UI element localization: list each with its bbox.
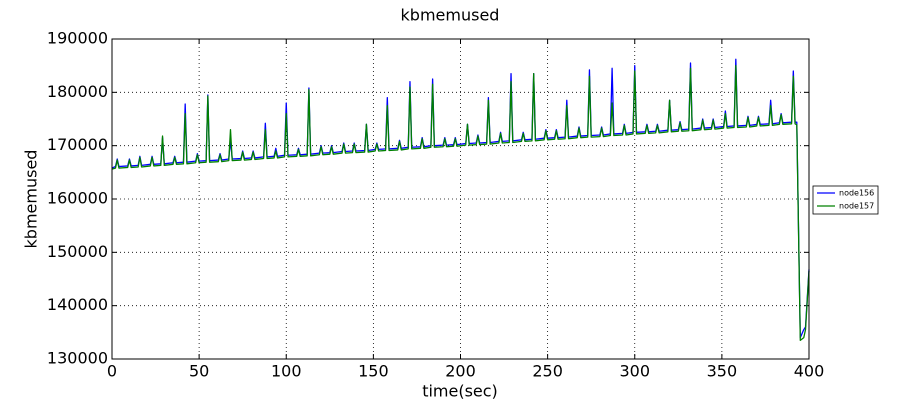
- x-tick-label: 200: [445, 362, 476, 381]
- x-tick-label: 150: [358, 362, 389, 381]
- y-tick-label: 170000: [47, 135, 108, 154]
- x-axis-label: time(sec): [422, 382, 498, 400]
- series-line: [111, 65, 810, 341]
- y-tick-label: 160000: [47, 189, 108, 208]
- legend: node156 node157: [812, 185, 879, 215]
- legend-label: node157: [839, 202, 874, 211]
- x-tick-label: 100: [271, 362, 302, 381]
- plot-frame: [111, 38, 810, 360]
- chart-title: kbmemused: [401, 6, 500, 25]
- x-tick-label: 0: [107, 362, 117, 381]
- y-tick-label: 180000: [47, 82, 108, 101]
- x-tick-label: 350: [707, 362, 738, 381]
- y-tick-label: 150000: [47, 242, 108, 261]
- y-tick-label: 140000: [47, 295, 108, 314]
- x-tick-label: 400: [794, 362, 825, 381]
- y-tick-label: 130000: [47, 349, 108, 368]
- x-tick-label: 50: [189, 362, 209, 381]
- y-tick-label: 190000: [47, 29, 108, 48]
- x-tick-label: 300: [619, 362, 650, 381]
- x-tick-label: 250: [532, 362, 563, 381]
- y-axis-label: kbmemused: [22, 150, 41, 249]
- legend-box: [812, 185, 879, 215]
- legend-label: node156: [839, 189, 874, 198]
